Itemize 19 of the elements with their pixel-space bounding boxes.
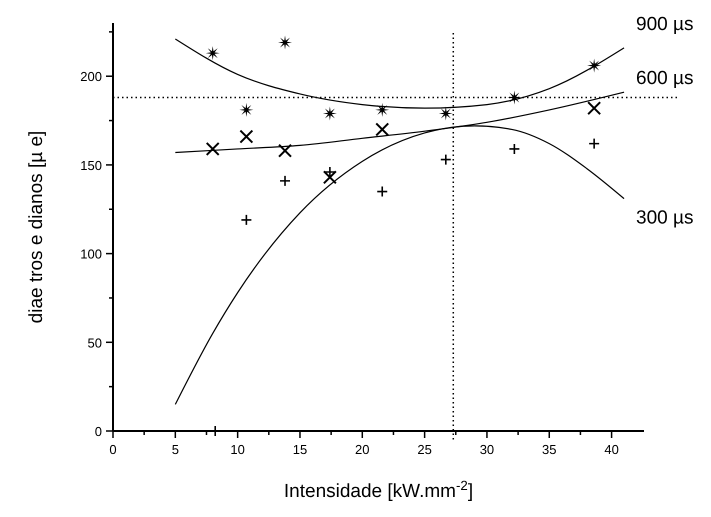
series-label: 600 µs [636, 68, 694, 90]
x-tick-label: 40 [604, 442, 619, 457]
y-tick-label: 150 [80, 158, 102, 173]
x-axis-title: Intensidade [kW.mm$^{-2}$] [284, 478, 474, 502]
x-tick-label: 10 [230, 442, 245, 457]
series-label: 300 µs [636, 208, 694, 229]
y-tick-label: 0 [94, 424, 102, 439]
x-tick-label: 30 [480, 442, 494, 457]
series-label: 900 µs [636, 14, 694, 35]
x-tick-label: 20 [355, 442, 370, 457]
y-axis-title: diae tros e dianos [µ e] [26, 130, 47, 324]
x-tick-label: 0 [109, 442, 117, 457]
y-tick-label: 50 [88, 335, 102, 350]
y-tick-label: 200 [80, 69, 102, 84]
x-tick-label: 35 [542, 442, 556, 457]
y-tick-label: 100 [80, 246, 102, 262]
x-tick-label: 25 [417, 442, 432, 457]
x-tick-label: 15 [292, 442, 308, 457]
x-tick-label: 5 [172, 442, 179, 457]
